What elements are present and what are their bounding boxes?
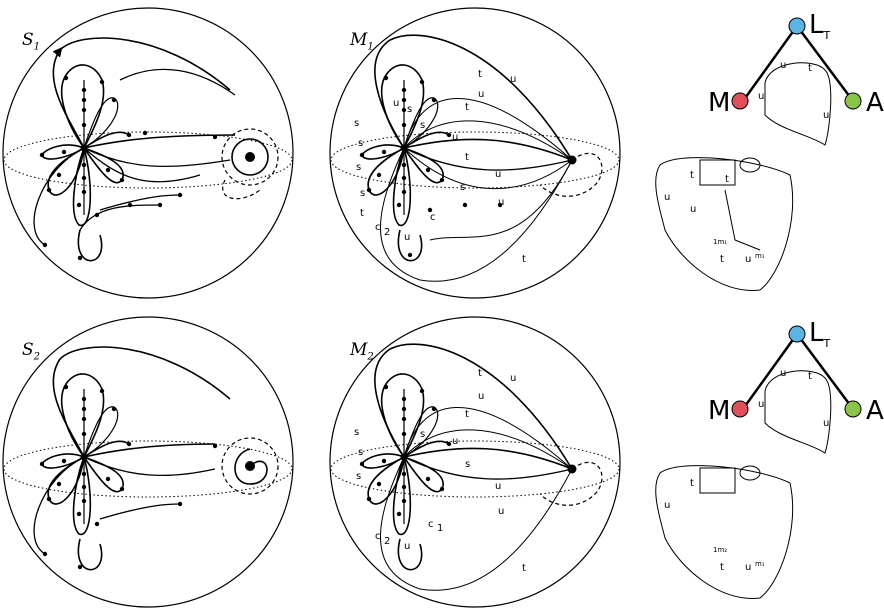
svg-text:t: t	[720, 254, 724, 265]
svg-text:s: s	[407, 104, 412, 115]
panel-title-s1: S1	[22, 30, 41, 53]
svg-text:2: 2	[384, 536, 390, 547]
equator-dotted	[330, 440, 620, 498]
node-m	[731, 400, 749, 418]
svg-text:u: u	[478, 89, 484, 100]
tree-bottom: u t u u t u t u 1m₂ m₁	[655, 325, 862, 599]
svg-text:s: s	[420, 429, 425, 440]
svg-text:u: u	[495, 481, 501, 492]
svg-text:c: c	[430, 212, 436, 223]
svg-text:s: s	[356, 471, 361, 482]
svg-text:u: u	[664, 500, 670, 511]
node-m	[731, 92, 749, 110]
panel-title-m1: M1	[350, 30, 374, 53]
boundary-circle	[2, 7, 294, 299]
svg-text:t: t	[522, 254, 526, 265]
svg-text:1: 1	[437, 523, 443, 534]
node-lt	[788, 17, 806, 35]
svg-text:m₁: m₁	[755, 252, 765, 260]
svg-text:u: u	[404, 232, 410, 243]
svg-text:u: u	[452, 132, 458, 143]
boundary-circle	[329, 7, 621, 299]
tree-bottom-m-label: M	[708, 396, 731, 426]
node-a	[844, 400, 862, 418]
node-lt	[788, 325, 806, 343]
svg-text:u: u	[780, 60, 786, 71]
svg-text:u: u	[745, 254, 751, 265]
svg-text:u: u	[478, 391, 484, 402]
boundary-circle	[329, 316, 621, 608]
svg-text:u: u	[664, 192, 670, 203]
svg-text:t: t	[465, 409, 469, 420]
svg-text:u: u	[498, 197, 504, 208]
svg-text:u: u	[823, 110, 829, 121]
svg-text:u: u	[498, 506, 504, 517]
svg-text:u: u	[404, 541, 410, 552]
svg-text:c: c	[375, 222, 381, 233]
tree-bottom-a-label: A	[866, 396, 884, 426]
svg-text:u: u	[823, 418, 829, 429]
svg-text:u: u	[690, 204, 696, 215]
svg-text:u: u	[745, 562, 751, 573]
svg-text:1m₂: 1m₂	[713, 546, 727, 554]
svg-text:s: s	[354, 118, 359, 129]
svg-text:c: c	[428, 519, 434, 530]
tree-top-a-label: A	[866, 88, 884, 118]
svg-text:u: u	[495, 169, 501, 180]
panel-s2	[2, 316, 294, 608]
node-a	[844, 92, 862, 110]
svg-text:s: s	[358, 138, 363, 149]
svg-text:t: t	[808, 371, 812, 382]
tree-top-lt-label: LT	[809, 10, 831, 43]
equator-dotted	[3, 131, 293, 189]
svg-text:t: t	[522, 563, 526, 574]
svg-text:t: t	[725, 174, 729, 185]
svg-text:u: u	[758, 91, 764, 102]
svg-text:u: u	[393, 98, 399, 109]
svg-text:2: 2	[384, 227, 390, 238]
panel-title-m2: M2	[350, 340, 374, 363]
svg-text:s: s	[356, 162, 361, 173]
panel-s1	[2, 7, 294, 299]
svg-text:t: t	[720, 562, 724, 573]
svg-text:s: s	[360, 188, 365, 199]
svg-text:m₁: m₁	[755, 560, 765, 568]
svg-text:t: t	[690, 478, 694, 489]
tree-bottom-lt-label: LT	[809, 318, 831, 351]
svg-text:t: t	[360, 208, 364, 219]
svg-text:u: u	[510, 373, 516, 384]
tree-top: u t u u t t u u t u 1m₁ m₁	[655, 17, 862, 291]
svg-text:t: t	[465, 102, 469, 113]
svg-text:1m₁: 1m₁	[713, 238, 727, 246]
svg-text:u: u	[758, 399, 764, 410]
svg-text:s: s	[354, 427, 359, 438]
boundary-circle	[2, 316, 294, 608]
equator-dotted	[3, 440, 293, 498]
svg-text:u: u	[452, 436, 458, 447]
svg-text:u: u	[780, 368, 786, 379]
equator-dotted	[330, 131, 620, 189]
svg-text:s: s	[358, 447, 363, 458]
svg-text:t: t	[478, 69, 482, 80]
svg-text:s: s	[460, 182, 465, 193]
svg-text:s: s	[465, 459, 470, 470]
svg-text:c: c	[375, 531, 381, 542]
svg-text:t: t	[478, 368, 482, 379]
svg-text:t: t	[465, 152, 469, 163]
svg-text:s: s	[420, 120, 425, 131]
panel-title-s2: S2	[22, 340, 41, 363]
svg-text:u: u	[510, 74, 516, 85]
svg-text:t: t	[690, 170, 694, 181]
tree-top-m-label: M	[708, 88, 731, 118]
svg-text:t: t	[808, 63, 812, 74]
